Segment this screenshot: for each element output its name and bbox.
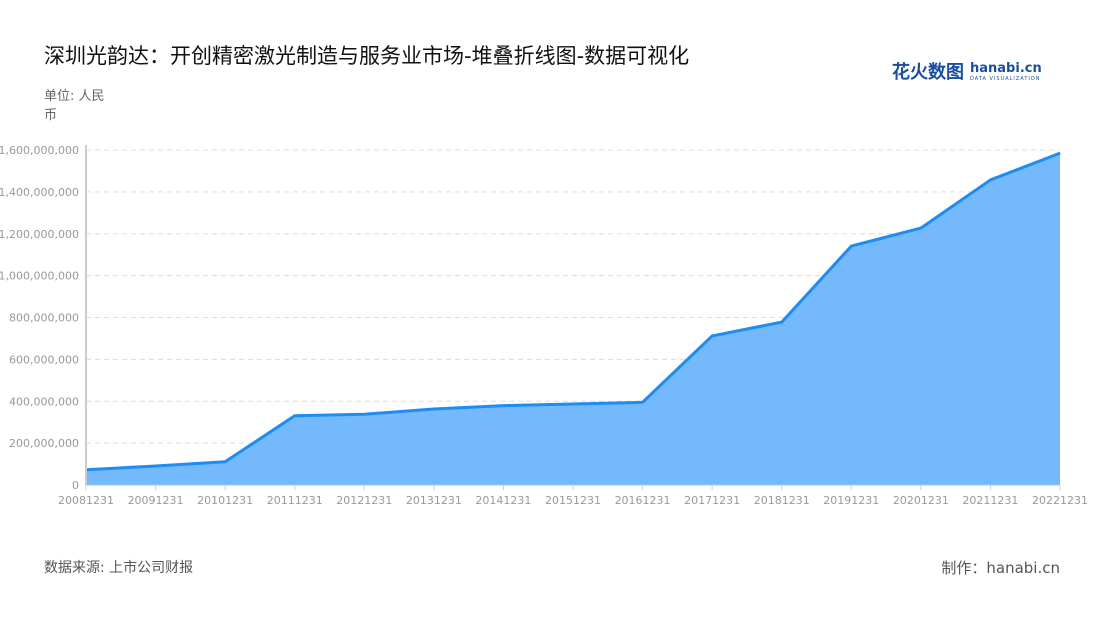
data-point xyxy=(572,403,574,405)
logo-sub: DATA VISUALIZATION xyxy=(970,75,1041,82)
data-point xyxy=(850,245,852,247)
data-point xyxy=(989,179,991,181)
data-point xyxy=(363,413,365,415)
data-point xyxy=(920,227,922,229)
data-point xyxy=(781,321,783,323)
brand-logo: 花火数图 hanabi.cn DATA VISUALIZATION xyxy=(892,58,1042,84)
maker-credit: 制作：hanabi.cn xyxy=(941,559,1060,577)
x-tick-label: 20161231 xyxy=(615,494,671,507)
data-point xyxy=(502,405,504,407)
x-tick-label: 20221231 xyxy=(1032,494,1088,507)
y-tick-label: 1,600,000,000 xyxy=(0,144,79,157)
logo-cn: 花火数图 xyxy=(892,62,964,83)
data-point xyxy=(1059,152,1061,154)
x-tick-label: 20141231 xyxy=(475,494,531,507)
y-tick-label: 200,000,000 xyxy=(9,437,79,450)
y-tick-label: 1,200,000,000 xyxy=(0,228,79,241)
x-tick-label: 20191231 xyxy=(823,494,879,507)
y-tick-label: 800,000,000 xyxy=(9,312,79,325)
x-tick-label: 20211231 xyxy=(962,494,1018,507)
y-tick-label: 400,000,000 xyxy=(9,395,79,408)
x-tick-label: 20101231 xyxy=(197,494,253,507)
x-tick-label: 20111231 xyxy=(267,494,323,507)
x-tick-label: 20201231 xyxy=(893,494,949,507)
y-tick-label: 1,000,000,000 xyxy=(0,270,79,283)
area-fill xyxy=(86,153,1060,485)
data-source: 数据来源: 上市公司财报 xyxy=(44,560,194,576)
x-tick-label: 20151231 xyxy=(545,494,601,507)
data-point xyxy=(433,408,435,410)
data-point xyxy=(642,401,644,403)
chart-title: 深圳光韵达：开创精密激光制造与服务业市场-堆叠折线图-数据可视化 xyxy=(44,44,690,68)
data-point xyxy=(155,465,157,467)
data-point xyxy=(224,461,226,463)
y-tick-label: 600,000,000 xyxy=(9,353,79,366)
data-point xyxy=(711,335,713,337)
y-tick-label: 0 xyxy=(72,479,79,492)
x-tick-label: 20091231 xyxy=(128,494,184,507)
x-tick-label: 20131231 xyxy=(406,494,462,507)
x-tick-label: 20081231 xyxy=(58,494,114,507)
unit-label: 单位: 人民币 xyxy=(44,89,105,123)
x-tick-label: 20171231 xyxy=(684,494,740,507)
logo-en: hanabi.cn xyxy=(970,60,1042,76)
data-point xyxy=(294,415,296,417)
y-tick-label: 1,400,000,000 xyxy=(0,186,79,199)
x-tick-label: 20181231 xyxy=(754,494,810,507)
x-tick-label: 20121231 xyxy=(336,494,392,507)
